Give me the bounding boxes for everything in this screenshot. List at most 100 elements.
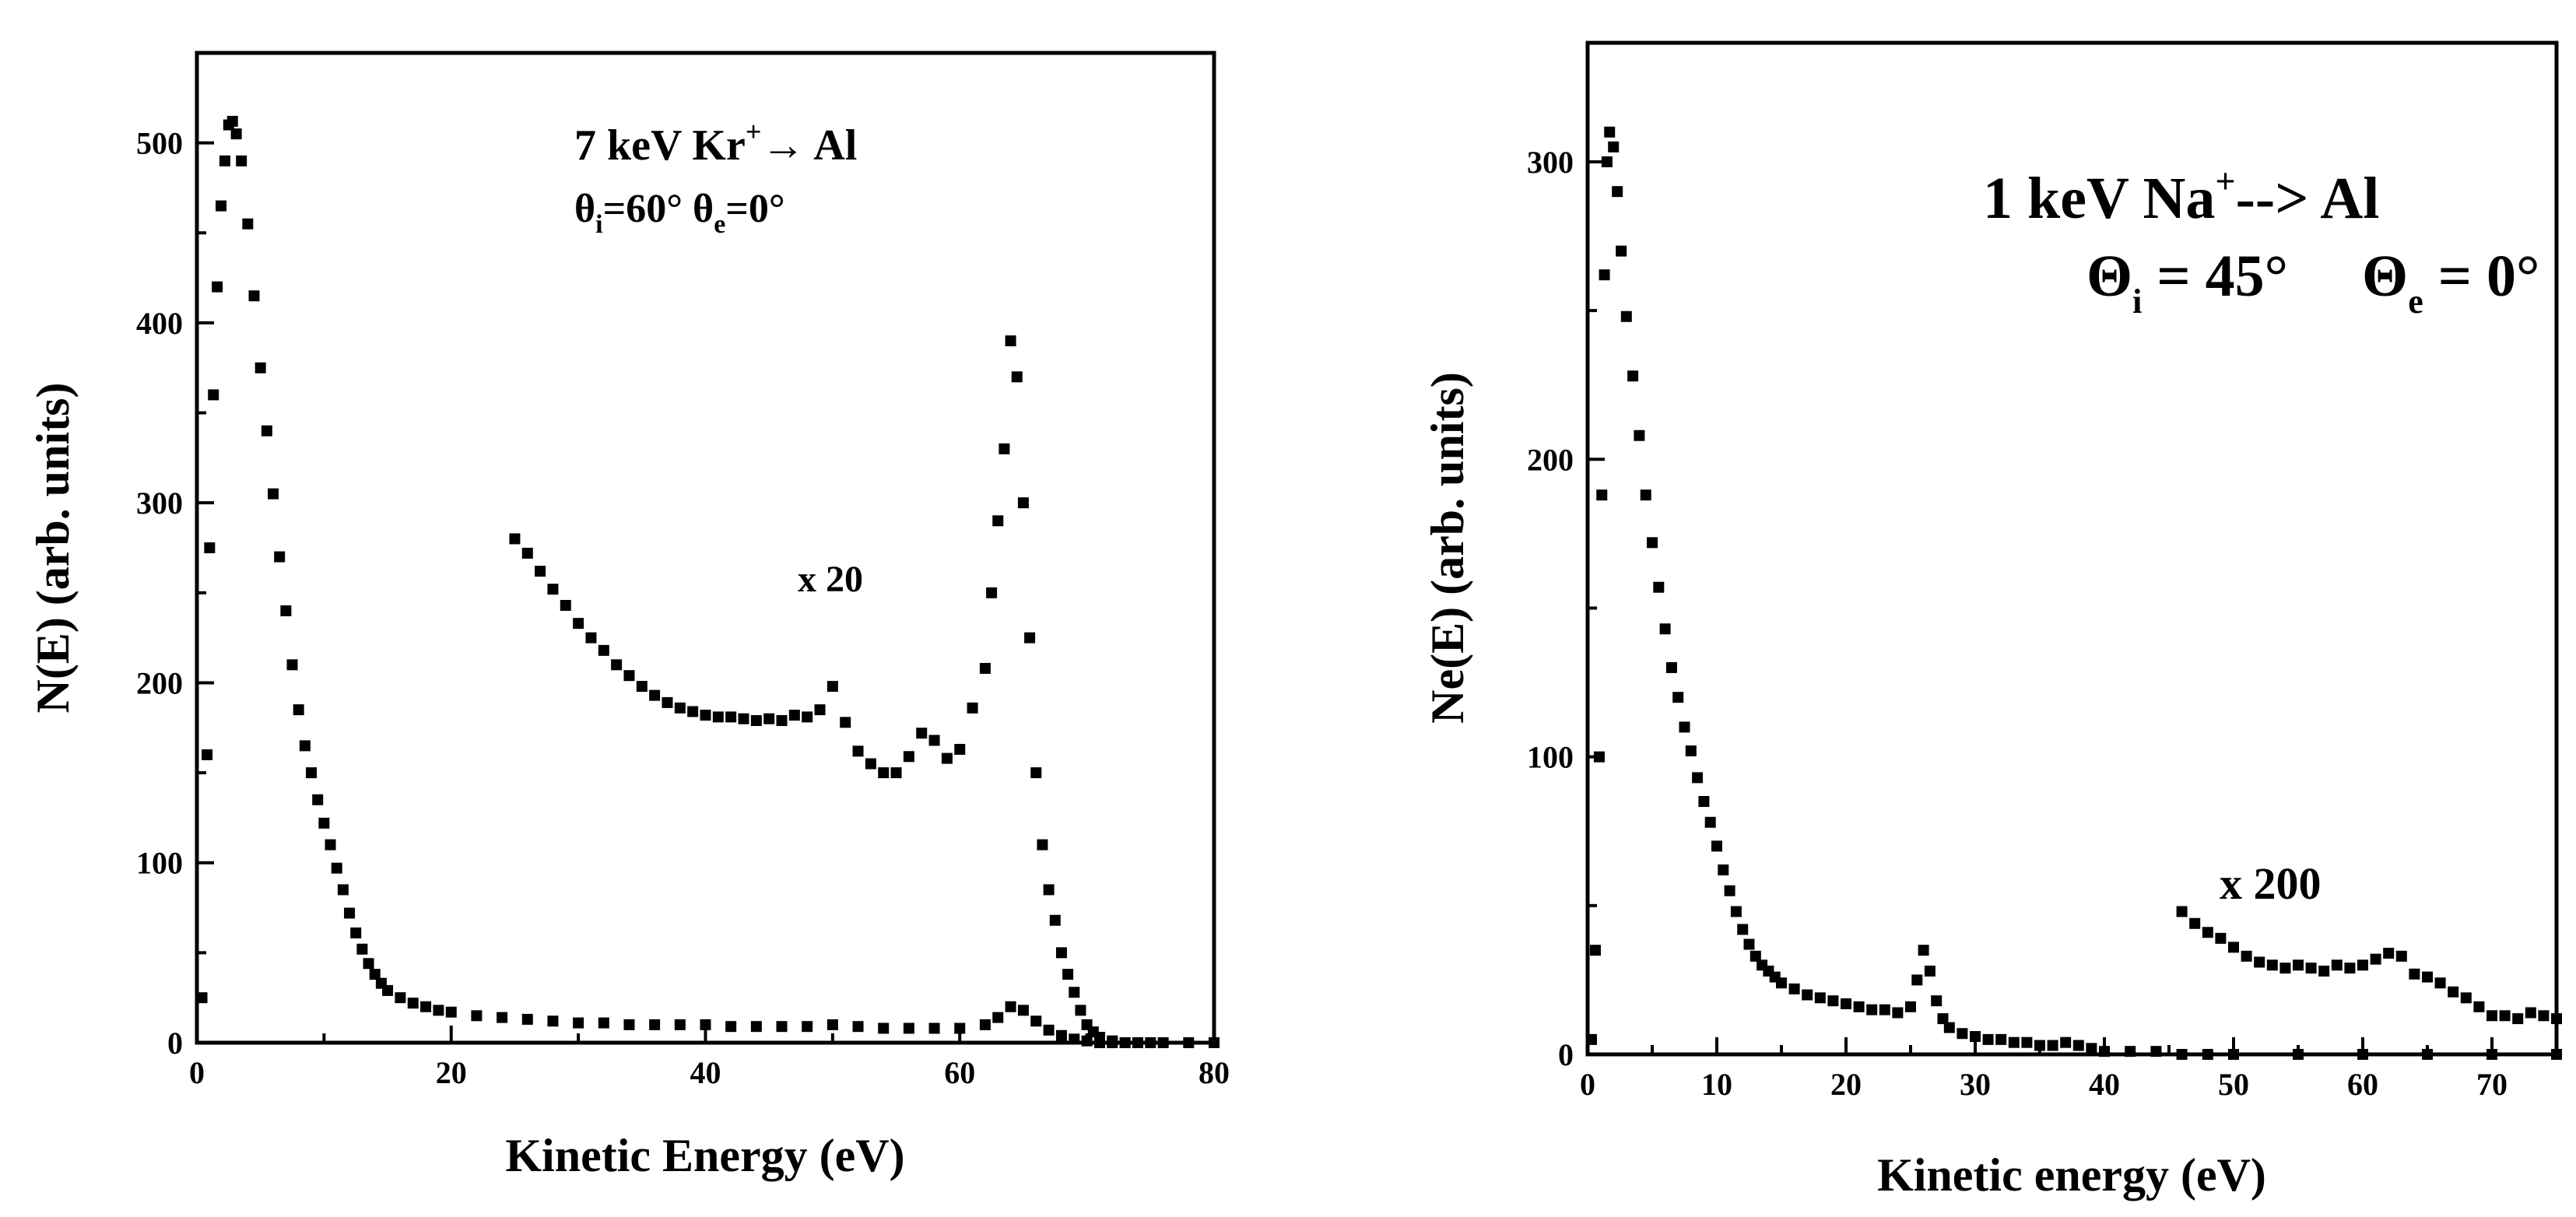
- right-series1-point: [2150, 1046, 2162, 1057]
- right-series1-point: [2034, 1040, 2045, 1051]
- left-series2-point: [674, 702, 686, 714]
- right-annot-ion: 1 keV Na: [1983, 166, 2215, 231]
- left-series2-point: [598, 644, 609, 656]
- right-series2-point: [2473, 1001, 2485, 1012]
- left-series1-point: [1157, 1037, 1169, 1048]
- left-series2-point: [1017, 497, 1029, 509]
- right-series2-point: [2538, 1010, 2550, 1022]
- left-series2-point: [623, 670, 635, 682]
- left-y-tick-label: 0: [167, 1026, 183, 1061]
- left-series1-point: [226, 115, 238, 127]
- left-series2-point: [1024, 632, 1036, 644]
- right-series1-point: [1853, 1001, 1865, 1012]
- left-series1-point: [369, 969, 381, 980]
- left-series1-point: [433, 1005, 444, 1016]
- right-series2-point: [2487, 1010, 2497, 1022]
- left-series2-point: [941, 752, 953, 764]
- left-series-label: x 20: [798, 559, 863, 600]
- right-x-tick-label: 10: [1701, 1067, 1732, 1102]
- left-y-tick-label: 300: [136, 486, 183, 521]
- right-series1-point: [2422, 1049, 2433, 1060]
- right-series1-point: [2072, 1040, 2084, 1051]
- left-annot-target: → Al: [761, 121, 857, 170]
- right-series2-point: [2241, 950, 2252, 962]
- left-series1-point: [649, 1019, 661, 1030]
- right-series2-point: [2189, 917, 2201, 929]
- right-series2-point: [2434, 977, 2446, 989]
- left-series2-point: [903, 751, 914, 763]
- left-annotation-line2: θi=60° θe=0°: [574, 187, 785, 239]
- left-series1-point: [725, 1021, 737, 1033]
- right-series1-point: [1672, 692, 1684, 703]
- right-series1-point: [1724, 885, 1735, 896]
- left-series1-point: [497, 1012, 508, 1023]
- right-series1-point: [2047, 1040, 2058, 1051]
- right-series1-point: [1659, 623, 1671, 635]
- left-series1-point: [204, 542, 216, 553]
- left-annotation-line1: 7 keV Kr+→ Al: [574, 116, 857, 170]
- right-series1-point: [1599, 269, 1610, 281]
- left-series2-point: [916, 728, 928, 739]
- right-series1-point: [1616, 245, 1627, 257]
- left-series1-point: [445, 1006, 457, 1018]
- left-series2-point: [1062, 969, 1074, 980]
- right-series1-point: [1905, 1001, 1916, 1012]
- right-series2-point: [2383, 948, 2395, 959]
- right-series2-point: [2370, 953, 2381, 965]
- right-series1-point: [1743, 938, 1755, 950]
- left-series2-point: [986, 587, 998, 598]
- right-x-tick-label: 30: [1960, 1067, 1991, 1102]
- left-x-tick-label: 80: [1199, 1055, 1230, 1090]
- right-series1-point: [1918, 945, 1929, 956]
- right-series1-point: [2228, 1049, 2239, 1060]
- left-series1-point: [1005, 1001, 1016, 1012]
- right-series1-point: [2551, 1049, 2562, 1060]
- left-series1-point: [248, 290, 260, 302]
- left-series1-point: [547, 1015, 559, 1027]
- right-series1-point: [1866, 1004, 1878, 1015]
- right-series1-point: [1924, 965, 1936, 977]
- right-series2-point: [2176, 906, 2188, 917]
- left-series1-point: [312, 794, 324, 805]
- left-y-tick-label: 200: [136, 665, 183, 700]
- right-series1-point: [2202, 1049, 2213, 1060]
- left-series2-point: [1093, 1032, 1105, 1043]
- right-series1-point: [1892, 1007, 1904, 1019]
- left-series1-point: [826, 1019, 838, 1030]
- right-series2-point: [2215, 932, 2227, 944]
- right-series2-point: [2448, 986, 2459, 998]
- right-series1-point: [1943, 1022, 1955, 1033]
- right-series1-point: [2357, 1049, 2368, 1060]
- left-data-points: [196, 115, 1220, 1048]
- right-series1-point: [1788, 983, 1800, 994]
- right-series1-point: [1596, 489, 1608, 501]
- right-annotation-line2: Θi = 45° Θe = 0°: [1983, 244, 2576, 321]
- left-series1-point: [286, 659, 298, 671]
- right-series1-point: [2086, 1043, 2097, 1054]
- right-series1-point: [1982, 1033, 1994, 1045]
- right-series1-point: [2293, 1049, 2304, 1060]
- left-series1-point: [216, 200, 227, 212]
- left-series1-point: [573, 1017, 584, 1029]
- left-series1-point: [979, 1019, 991, 1030]
- right-series1-point: [1841, 998, 1851, 1009]
- right-axis-ticks: 0 10 20 30 40 50 60 70 0 100 200 300: [1527, 145, 2508, 1102]
- left-series1-point: [903, 1022, 914, 1034]
- left-series1-point: [202, 749, 213, 760]
- left-series1-point: [1145, 1037, 1156, 1048]
- left-series2-point: [878, 767, 890, 779]
- right-x-tick-label: 20: [1830, 1067, 1862, 1102]
- left-series2-point: [979, 662, 991, 674]
- left-series2-point: [954, 744, 966, 756]
- right-series1-point: [1995, 1033, 2007, 1045]
- left-series2-point: [547, 584, 559, 595]
- left-y-tick-label: 500: [136, 126, 183, 161]
- right-series2-point: [2266, 959, 2278, 971]
- right-series1-point: [1704, 816, 1716, 828]
- left-series1-point: [280, 605, 292, 616]
- right-series1-point: [1776, 977, 1787, 989]
- right-series1-point: [1608, 141, 1620, 153]
- left-series2-point: [1055, 947, 1067, 959]
- right-series1-point: [1612, 186, 1623, 198]
- left-y-tick-label: 100: [136, 846, 183, 881]
